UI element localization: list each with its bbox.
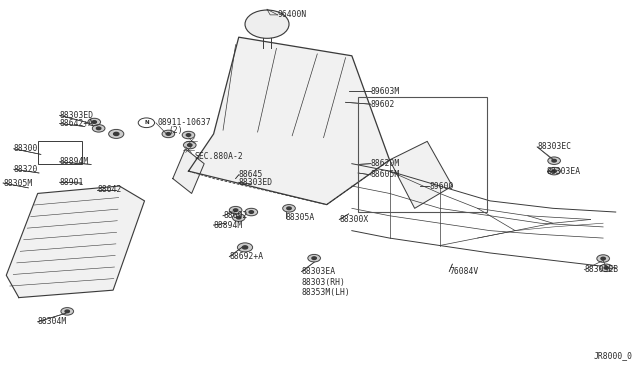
Circle shape [184, 141, 196, 149]
Text: 88305M: 88305M [3, 179, 33, 187]
Polygon shape [173, 149, 204, 193]
Circle shape [548, 157, 561, 164]
Bar [38, 141, 82, 164]
Text: 88303ED: 88303ED [239, 178, 273, 187]
Circle shape [243, 246, 248, 249]
Text: 89602: 89602 [371, 100, 395, 109]
Text: 88353M(LH): 88353M(LH) [301, 288, 350, 296]
Text: 88894M: 88894M [60, 157, 89, 166]
Polygon shape [189, 37, 390, 205]
Text: 88303EA: 88303EA [301, 267, 336, 276]
Text: (2): (2) [168, 126, 183, 135]
Circle shape [182, 131, 195, 139]
Text: 88692+A: 88692+A [229, 252, 264, 261]
Text: 88305A: 88305A [286, 213, 315, 222]
Circle shape [312, 257, 316, 260]
Circle shape [97, 127, 101, 130]
Circle shape [308, 254, 321, 262]
Circle shape [186, 134, 191, 137]
Text: 88300: 88300 [14, 144, 38, 153]
Circle shape [92, 125, 105, 132]
Text: 76084V: 76084V [449, 267, 479, 276]
Circle shape [600, 264, 612, 272]
Bar [358, 97, 487, 212]
Text: 89603M: 89603M [371, 87, 400, 96]
Circle shape [162, 130, 175, 138]
Text: N: N [144, 120, 148, 125]
Circle shape [601, 257, 605, 260]
Circle shape [232, 214, 245, 221]
Text: SEC.880A-2: SEC.880A-2 [195, 152, 243, 161]
Circle shape [61, 308, 74, 315]
Circle shape [234, 209, 238, 211]
Polygon shape [390, 141, 452, 208]
Circle shape [283, 205, 295, 212]
Text: 88894M: 88894M [214, 221, 243, 230]
Text: 88303EC: 88303EC [537, 142, 572, 151]
Circle shape [138, 118, 154, 128]
Text: 88645: 88645 [239, 170, 263, 179]
Circle shape [88, 118, 100, 126]
Circle shape [237, 217, 241, 219]
Circle shape [92, 121, 97, 124]
Circle shape [597, 255, 609, 262]
Text: 89600: 89600 [429, 182, 454, 190]
Text: 96400N: 96400N [278, 10, 307, 19]
Text: 08911-10637: 08911-10637 [157, 118, 211, 127]
Circle shape [109, 129, 124, 138]
Circle shape [245, 208, 257, 216]
Circle shape [237, 243, 253, 252]
Text: 88303(RH): 88303(RH) [301, 278, 346, 287]
Text: 88303EB: 88303EB [584, 265, 618, 274]
Text: 88300X: 88300X [339, 215, 369, 224]
Text: 88901: 88901 [60, 178, 84, 187]
Text: 88620M: 88620M [371, 159, 400, 168]
Circle shape [552, 170, 556, 172]
Circle shape [65, 310, 69, 312]
Text: 88303ED: 88303ED [60, 111, 94, 120]
Circle shape [113, 132, 119, 135]
Text: 88320: 88320 [14, 165, 38, 174]
Text: 88605M: 88605M [371, 170, 400, 179]
Text: 88642+A: 88642+A [60, 119, 94, 128]
Circle shape [166, 133, 171, 135]
Circle shape [287, 207, 291, 210]
Text: 88303EA: 88303EA [547, 167, 580, 176]
Circle shape [249, 211, 253, 214]
Circle shape [229, 206, 242, 214]
Polygon shape [6, 186, 145, 298]
Ellipse shape [245, 10, 289, 38]
Text: 88692: 88692 [223, 211, 248, 220]
Circle shape [548, 167, 561, 175]
Text: 88642: 88642 [97, 185, 122, 194]
Circle shape [604, 266, 609, 269]
Text: JR8000_0: JR8000_0 [594, 351, 633, 360]
Text: 88304M: 88304M [38, 317, 67, 326]
Circle shape [188, 144, 192, 147]
Circle shape [552, 160, 556, 162]
